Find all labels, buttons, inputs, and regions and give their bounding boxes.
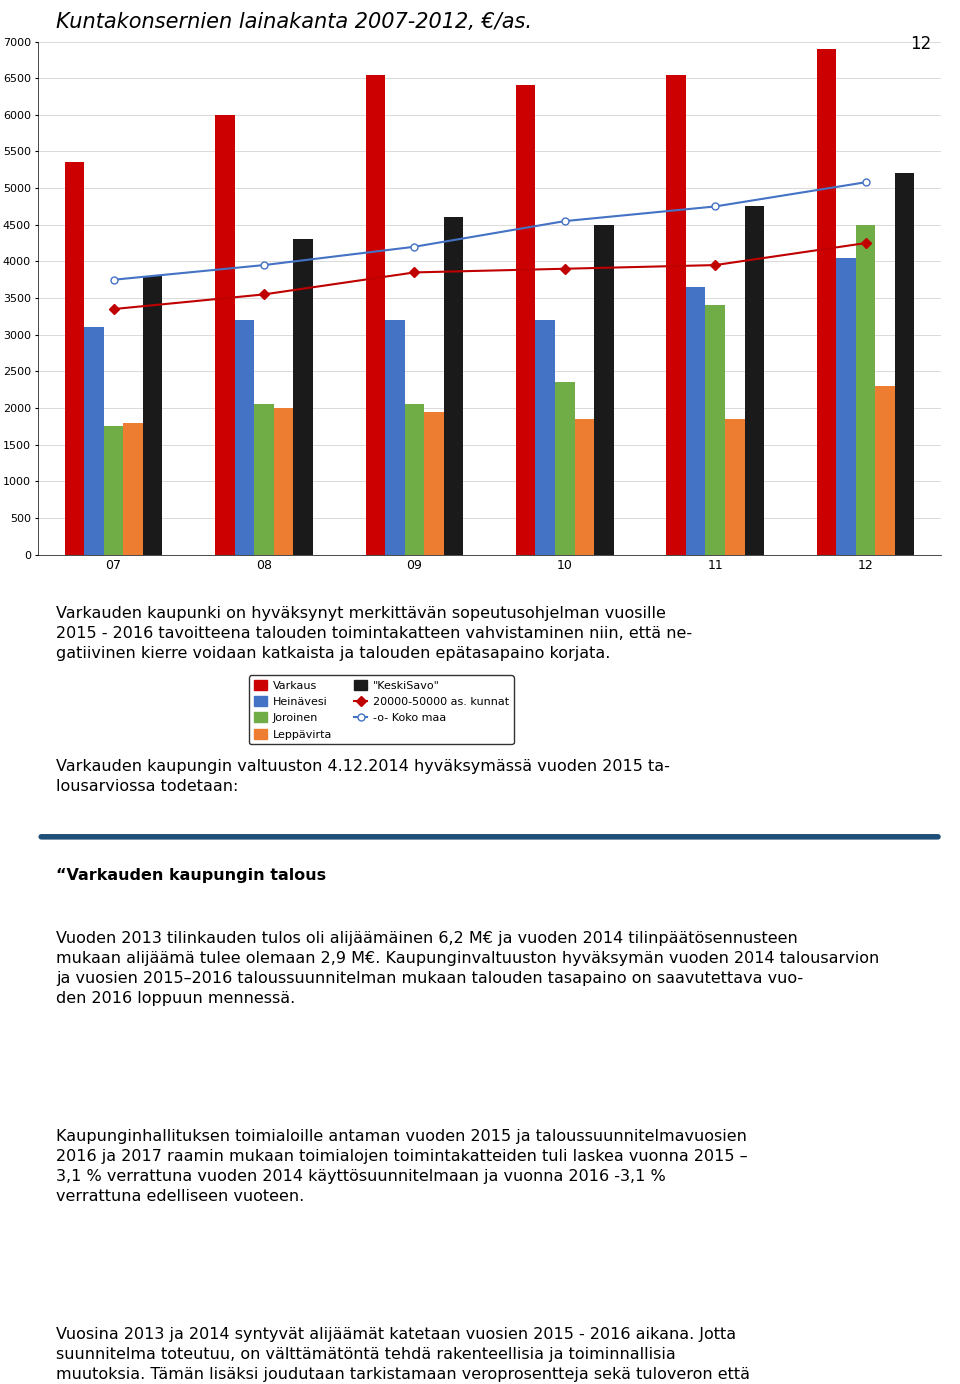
Bar	[594, 224, 613, 555]
Bar	[64, 162, 84, 555]
Bar	[855, 224, 876, 555]
Text: Kaupunginhallituksen toimialoille antaman vuoden 2015 ja taloussuunnitelmavuosie: Kaupunginhallituksen toimialoille antama…	[57, 1129, 748, 1204]
Bar	[836, 257, 855, 555]
20000-50000 as. kunnat	[709, 257, 721, 274]
Bar	[234, 320, 254, 555]
20000-50000 as. kunnat	[409, 264, 420, 281]
Bar	[294, 239, 313, 555]
Bar	[424, 411, 444, 555]
20000-50000 as. kunnat	[108, 300, 119, 317]
Line: Koko maa: Koko maa	[110, 179, 869, 284]
Bar	[666, 75, 685, 555]
Koko maa	[108, 271, 119, 288]
Bar	[555, 382, 575, 555]
Bar	[366, 75, 385, 555]
Bar	[895, 173, 915, 555]
Bar	[575, 419, 594, 555]
Bar	[274, 408, 294, 555]
Bar	[725, 419, 745, 555]
Koko maa	[258, 257, 270, 274]
Koko maa	[559, 213, 570, 230]
Text: 12: 12	[910, 35, 931, 53]
20000-50000 as. kunnat	[258, 286, 270, 303]
Bar	[404, 404, 424, 555]
Text: “Varkauden kaupungin talous: “Varkauden kaupungin talous	[57, 868, 326, 883]
Bar	[745, 206, 764, 555]
Bar	[444, 217, 464, 555]
Koko maa	[709, 198, 721, 215]
Bar	[685, 286, 706, 555]
Text: Kuntakonsernien lainakanta 2007-2012, €/as.: Kuntakonsernien lainakanta 2007-2012, €/…	[57, 11, 533, 32]
Bar	[817, 48, 836, 555]
Bar	[876, 386, 895, 555]
Text: Vuosina 2013 ja 2014 syntyvät alijäämät katetaan vuosien 2015 - 2016 aikana. Jot: Vuosina 2013 ja 2014 syntyvät alijäämät …	[57, 1327, 751, 1384]
Bar	[706, 306, 725, 555]
Bar	[215, 115, 234, 555]
Bar	[84, 328, 104, 555]
Koko maa	[860, 174, 872, 191]
Legend: Varkaus, Heinävesi, Joroinen, Leppävirta, "KeskiSavo", 20000-50000 as. kunnat, -: Varkaus, Heinävesi, Joroinen, Leppävirta…	[249, 675, 514, 745]
Koko maa	[409, 238, 420, 255]
Bar	[143, 275, 162, 555]
20000-50000 as. kunnat	[860, 235, 872, 252]
Bar	[124, 422, 143, 555]
Bar	[536, 320, 555, 555]
Line: 20000-50000 as. kunnat: 20000-50000 as. kunnat	[110, 239, 869, 313]
Bar	[254, 404, 274, 555]
Text: Vuoden 2013 tilinkauden tulos oli alijäämäinen 6,2 M€ ja vuoden 2014 tilinpäätös: Vuoden 2013 tilinkauden tulos oli alijää…	[57, 931, 879, 1006]
Bar	[385, 320, 404, 555]
Bar	[104, 426, 124, 555]
20000-50000 as. kunnat	[559, 260, 570, 277]
Text: Varkauden kaupunki on hyväksynyt merkittävän sopeutusohjelman vuosille
2015 - 20: Varkauden kaupunki on hyväksynyt merkitt…	[57, 606, 692, 660]
Bar	[516, 86, 536, 555]
Text: Varkauden kaupungin valtuuston 4.12.2014 hyväksymässä vuoden 2015 ta-
lousarvios: Varkauden kaupungin valtuuston 4.12.2014…	[57, 758, 670, 794]
